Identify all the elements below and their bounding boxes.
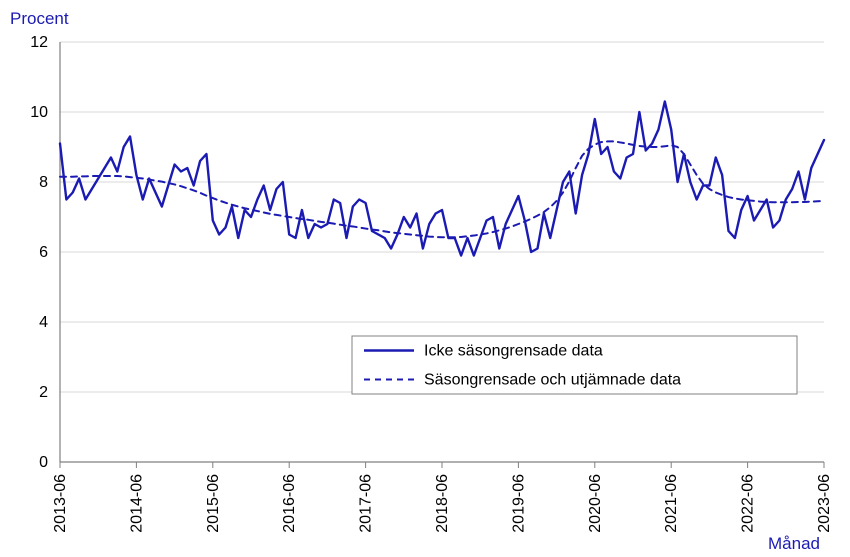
x-tick-label: 2023-06 (816, 474, 833, 533)
time-series-chart: 0 2 4 6 8 10 12 Procent 2013-06 2014-06 2015-06 201… (0, 0, 850, 557)
x-tick-label: 2022-06 (740, 474, 757, 533)
x-tick-label: 2019-06 (510, 474, 527, 533)
y-tick-label: 0 (39, 454, 48, 471)
x-tick-label: 2016-06 (281, 474, 298, 533)
y-tick-label: 4 (39, 314, 48, 331)
y-tick-label: 6 (39, 244, 48, 261)
x-tick-label: 2014-06 (128, 474, 145, 533)
y-tick-label: 2 (39, 384, 48, 401)
y-tick-label: 12 (30, 34, 48, 51)
x-tick-label: 2015-06 (205, 474, 222, 533)
x-tick-label: 2020-06 (587, 474, 604, 533)
y-tick-label: 8 (39, 174, 48, 191)
chart-svg: 0 2 4 6 8 10 12 Procent 2013-06 2014-06 2015-06 201… (0, 0, 850, 557)
x-tick-label: 2013-06 (52, 474, 69, 533)
x-tick-label: 2021-06 (663, 474, 680, 533)
x-tick-label: 2017-06 (358, 474, 375, 533)
x-axis-title: Månad (768, 534, 820, 553)
x-tick-label: 2018-06 (434, 474, 451, 533)
legend-label: Icke säsongrensade data (424, 343, 603, 360)
chart-background (0, 0, 850, 557)
y-axis-title: Procent (10, 9, 69, 28)
legend-label: Säsongrensade och utjämnade data (424, 372, 681, 389)
y-tick-label: 10 (30, 104, 48, 121)
